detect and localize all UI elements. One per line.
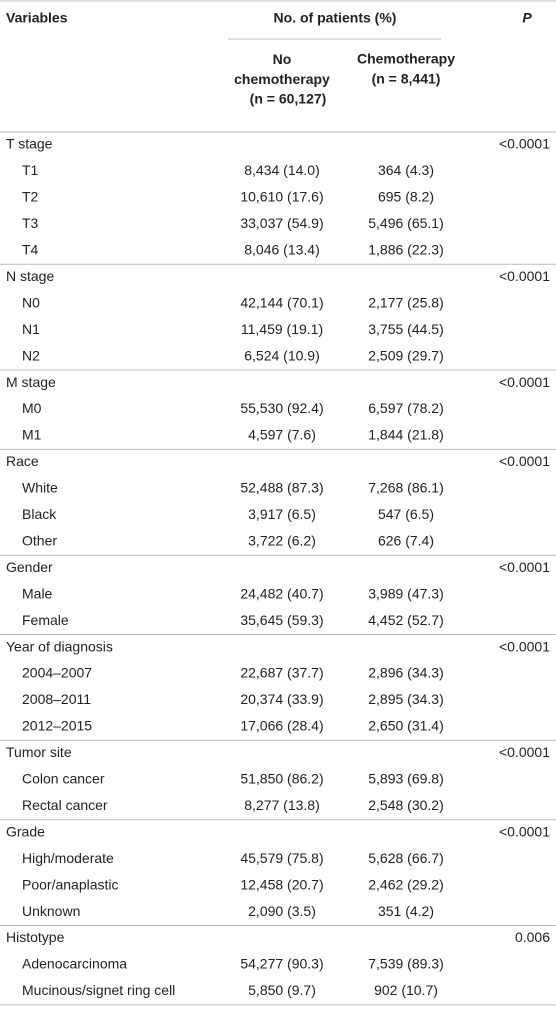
row-label: T4 bbox=[22, 242, 39, 258]
header-group: No. of patients (%) bbox=[274, 10, 397, 26]
cell: 45,579 (75.8) bbox=[240, 850, 323, 866]
row-label: T1 bbox=[22, 162, 39, 178]
cell: 2,090 (3.5) bbox=[248, 903, 316, 919]
group-label: Year of diagnosis bbox=[6, 638, 113, 654]
cell: 17,066 (28.4) bbox=[240, 718, 323, 734]
cell: 1,886 (22.3) bbox=[368, 242, 444, 258]
cell: 33,037 (54.9) bbox=[240, 215, 323, 231]
cell: 8,277 (13.8) bbox=[244, 797, 320, 813]
cell: 7,268 (86.1) bbox=[368, 480, 444, 496]
row-label: Poor/anaplastic bbox=[22, 876, 119, 892]
cell: 51,850 (86.2) bbox=[240, 771, 323, 787]
cell: 2,177 (25.8) bbox=[368, 294, 444, 310]
cell: 11,459 (19.1) bbox=[241, 321, 323, 337]
cell: 7,539 (89.3) bbox=[368, 956, 444, 972]
cell: 8,434 (14.0) bbox=[244, 162, 320, 178]
row-label: Black bbox=[22, 506, 57, 522]
cell: 55,530 (92.4) bbox=[240, 400, 323, 416]
row-label: M1 bbox=[22, 427, 42, 443]
p-value: 0.006 bbox=[515, 929, 550, 945]
column-name: No chemotherapy bbox=[234, 51, 330, 87]
cell: 8,046 (13.4) bbox=[244, 242, 320, 258]
cell: 52,488 (87.3) bbox=[240, 480, 323, 496]
row-label: Rectal cancer bbox=[22, 797, 108, 813]
p-value: <0.0001 bbox=[499, 638, 550, 654]
row-label: T3 bbox=[22, 215, 39, 231]
cell: 3,755 (44.5) bbox=[368, 321, 444, 337]
cell: 626 (7.4) bbox=[378, 532, 434, 548]
cell: 2,548 (30.2) bbox=[368, 797, 444, 813]
row-label: T2 bbox=[22, 189, 39, 205]
column-name: Chemotherapy bbox=[357, 51, 455, 67]
cell: 5,496 (65.1) bbox=[368, 215, 444, 231]
row-label: M0 bbox=[22, 400, 42, 416]
cell: 2,896 (34.3) bbox=[368, 665, 444, 681]
group-label: T stage bbox=[6, 136, 53, 152]
cell: 4,452 (52.7) bbox=[368, 612, 444, 628]
group-label: Grade bbox=[6, 823, 45, 839]
cell: 5,850 (9.7) bbox=[248, 982, 316, 998]
cell: 4,597 (7.6) bbox=[248, 427, 316, 443]
row-label: Mucinous/signet ring cell bbox=[22, 982, 175, 998]
p-value: <0.0001 bbox=[499, 268, 550, 284]
cell: 695 (8.2) bbox=[378, 189, 434, 205]
cell: 2,509 (29.7) bbox=[368, 347, 444, 363]
cell: 35,645 (59.3) bbox=[240, 612, 323, 628]
row-label: N0 bbox=[22, 294, 40, 310]
row-label: N1 bbox=[22, 321, 40, 337]
row-label: White bbox=[22, 480, 58, 496]
cell: 2,650 (31.4) bbox=[368, 718, 444, 734]
cell: 6,597 (78.2) bbox=[368, 400, 444, 416]
group-label: Histotype bbox=[6, 929, 65, 945]
row-label: 2012–2015 bbox=[22, 718, 92, 734]
cell: 22,687 (37.7) bbox=[240, 665, 323, 681]
column-n: (n = 8,441) bbox=[372, 71, 441, 87]
header-p: P bbox=[522, 10, 532, 26]
cell: 2,895 (34.3) bbox=[368, 691, 444, 707]
p-value: <0.0001 bbox=[499, 453, 550, 469]
cell: 54,277 (90.3) bbox=[240, 956, 323, 972]
cell: 902 (10.7) bbox=[374, 982, 438, 998]
row-label: Adenocarcinoma bbox=[22, 956, 127, 972]
cell: 3,722 (6.2) bbox=[248, 532, 316, 548]
row-label: Colon cancer bbox=[22, 771, 105, 787]
cell: 42,144 (70.1) bbox=[240, 294, 323, 310]
cell: 6,524 (10.9) bbox=[244, 347, 320, 363]
row-label: Unknown bbox=[22, 903, 80, 919]
cell: 547 (6.5) bbox=[378, 506, 434, 522]
row-label: N2 bbox=[22, 347, 40, 363]
cell: 24,482 (40.7) bbox=[240, 585, 323, 601]
cell: 3,989 (47.3) bbox=[368, 585, 444, 601]
cell: 5,893 (69.8) bbox=[368, 771, 444, 787]
cell: 3,917 (6.5) bbox=[248, 506, 316, 522]
cell: 364 (4.3) bbox=[378, 162, 434, 178]
cell: 1,844 (21.8) bbox=[368, 427, 444, 443]
group-label: Gender bbox=[6, 559, 53, 575]
row-label: Female bbox=[22, 612, 69, 628]
group-label: N stage bbox=[6, 268, 54, 284]
p-value: <0.0001 bbox=[499, 559, 550, 575]
cell: 351 (4.2) bbox=[378, 903, 434, 919]
p-value: <0.0001 bbox=[499, 744, 550, 760]
cell: 20,374 (33.9) bbox=[240, 691, 323, 707]
p-value: <0.0001 bbox=[499, 136, 550, 152]
row-label: 2008–2011 bbox=[22, 691, 91, 707]
row-label: Other bbox=[22, 532, 57, 548]
header-variables: Variables bbox=[6, 10, 68, 26]
cell: 10,610 (17.6) bbox=[240, 189, 323, 205]
group-label: Race bbox=[6, 453, 39, 469]
cell: 5,628 (66.7) bbox=[368, 850, 444, 866]
row-label: 2004–2007 bbox=[22, 665, 92, 681]
row-label: High/moderate bbox=[22, 850, 114, 866]
group-label: Tumor site bbox=[6, 744, 72, 760]
p-value: <0.0001 bbox=[499, 374, 550, 390]
cell: 12,458 (20.7) bbox=[240, 876, 323, 892]
cell: 2,462 (29.2) bbox=[368, 876, 444, 892]
row-label: Male bbox=[22, 585, 53, 601]
column-n: (n = 60,127) bbox=[250, 91, 327, 107]
p-value: <0.0001 bbox=[499, 823, 550, 839]
group-label: M stage bbox=[6, 374, 56, 390]
